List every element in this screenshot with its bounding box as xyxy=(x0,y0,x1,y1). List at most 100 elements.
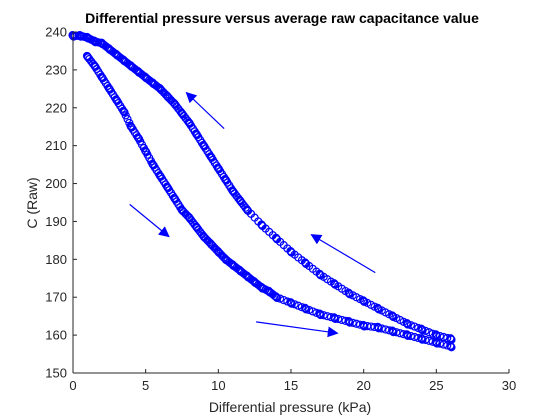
x-axis-label: Differential pressure (kPa) xyxy=(209,399,371,415)
data-point xyxy=(155,171,170,189)
data-point xyxy=(201,144,216,162)
data-point-marker xyxy=(447,335,456,344)
y-axis-label: C (Raw) xyxy=(24,177,40,228)
data-point-marker xyxy=(399,330,408,339)
data-point-marker xyxy=(91,38,100,47)
data-point xyxy=(290,250,311,269)
data-point-marker xyxy=(341,316,350,326)
data-point xyxy=(223,178,238,197)
x-tick-label: 20 xyxy=(356,378,370,393)
x-tick-label: 30 xyxy=(502,378,516,393)
y-tick-label: 240 xyxy=(45,25,67,40)
data-point-marker xyxy=(418,326,427,335)
data-point-marker xyxy=(389,312,398,322)
data-point xyxy=(348,291,369,306)
data-point-marker xyxy=(435,331,445,341)
y-tick-label: 170 xyxy=(45,290,67,305)
data-point-marker xyxy=(359,320,368,330)
data-point xyxy=(417,334,437,346)
data-point-marker xyxy=(283,297,292,306)
data-point xyxy=(300,303,321,317)
x-tick-label: 0 xyxy=(69,378,76,393)
data-point-marker xyxy=(326,313,336,322)
axes: 0 5 10 15 20 25 30 150 160 170 180 190 200 210 220 230 2… xyxy=(45,25,516,394)
data-point-marker xyxy=(406,331,415,341)
data-point-marker xyxy=(330,313,339,322)
data-point xyxy=(334,282,354,299)
data-point xyxy=(170,193,185,212)
data-point xyxy=(377,306,398,322)
data-point-marker xyxy=(403,320,412,329)
data-point-marker xyxy=(272,235,282,244)
y-tick-label: 150 xyxy=(45,366,67,381)
data-point xyxy=(194,133,209,151)
data-point-marker xyxy=(133,133,142,142)
data-point-marker xyxy=(428,337,437,346)
data-point xyxy=(82,51,98,68)
data-point-marker xyxy=(69,32,78,41)
data-point xyxy=(97,72,112,91)
data-point xyxy=(363,298,383,314)
data-point xyxy=(126,121,141,140)
data-point xyxy=(213,246,228,262)
direction-arrow-3 xyxy=(129,203,170,238)
y-tick-label: 230 xyxy=(45,62,67,77)
data-point xyxy=(157,86,173,102)
direction-arrow-4 xyxy=(256,321,339,338)
data-point xyxy=(421,326,442,341)
data-point-marker xyxy=(344,317,353,326)
data-point-marker xyxy=(373,322,382,331)
chart-title: Differential pressure versus average raw… xyxy=(85,10,479,26)
data-point-marker xyxy=(385,326,394,335)
data-point xyxy=(143,74,158,89)
data-point-marker xyxy=(414,333,423,343)
data-point xyxy=(216,167,231,185)
direction-arrow-1 xyxy=(185,91,225,130)
data-point xyxy=(179,111,194,128)
direction-arrow-2 xyxy=(310,234,376,274)
data-point-marker xyxy=(297,303,306,312)
data-point-marker xyxy=(417,334,426,343)
data-point-marker xyxy=(432,331,442,341)
series-2 xyxy=(68,30,456,344)
data-point-marker xyxy=(312,308,321,317)
data-point-marker xyxy=(315,309,324,318)
y-tick-label: 180 xyxy=(45,252,67,267)
data-point-marker xyxy=(213,246,222,256)
x-tick-label: 5 xyxy=(142,378,149,393)
data-point-marker xyxy=(177,205,186,214)
data-point xyxy=(402,330,423,343)
data-point-marker xyxy=(171,100,180,109)
data-point xyxy=(162,182,178,200)
x-tick-label: 25 xyxy=(429,378,443,393)
data-point xyxy=(104,84,119,102)
data-point-marker xyxy=(392,328,401,337)
data-point xyxy=(172,102,187,119)
plot-area xyxy=(68,30,456,352)
data-point-marker xyxy=(360,297,369,306)
data-point xyxy=(237,198,253,215)
data-point xyxy=(271,292,292,306)
data-point-marker xyxy=(276,294,285,303)
data-point xyxy=(359,320,379,332)
data-point-marker xyxy=(286,298,295,307)
data-point-marker xyxy=(414,323,423,333)
data-point-marker xyxy=(443,333,452,343)
data-point-marker xyxy=(388,326,397,335)
data-point-marker xyxy=(421,326,430,335)
data-point-marker xyxy=(163,93,173,102)
data-point-marker xyxy=(199,231,208,240)
data-point xyxy=(114,52,129,66)
data-point-marker xyxy=(121,111,130,120)
data-point-marker xyxy=(374,305,383,314)
y-tick-label: 200 xyxy=(45,176,67,191)
data-point-marker xyxy=(258,221,267,231)
data-point xyxy=(246,209,267,231)
data-point xyxy=(208,155,224,174)
data-point xyxy=(111,95,127,113)
data-point-marker xyxy=(421,335,430,344)
series-1 xyxy=(82,51,456,352)
y-tick-label: 160 xyxy=(45,328,67,343)
